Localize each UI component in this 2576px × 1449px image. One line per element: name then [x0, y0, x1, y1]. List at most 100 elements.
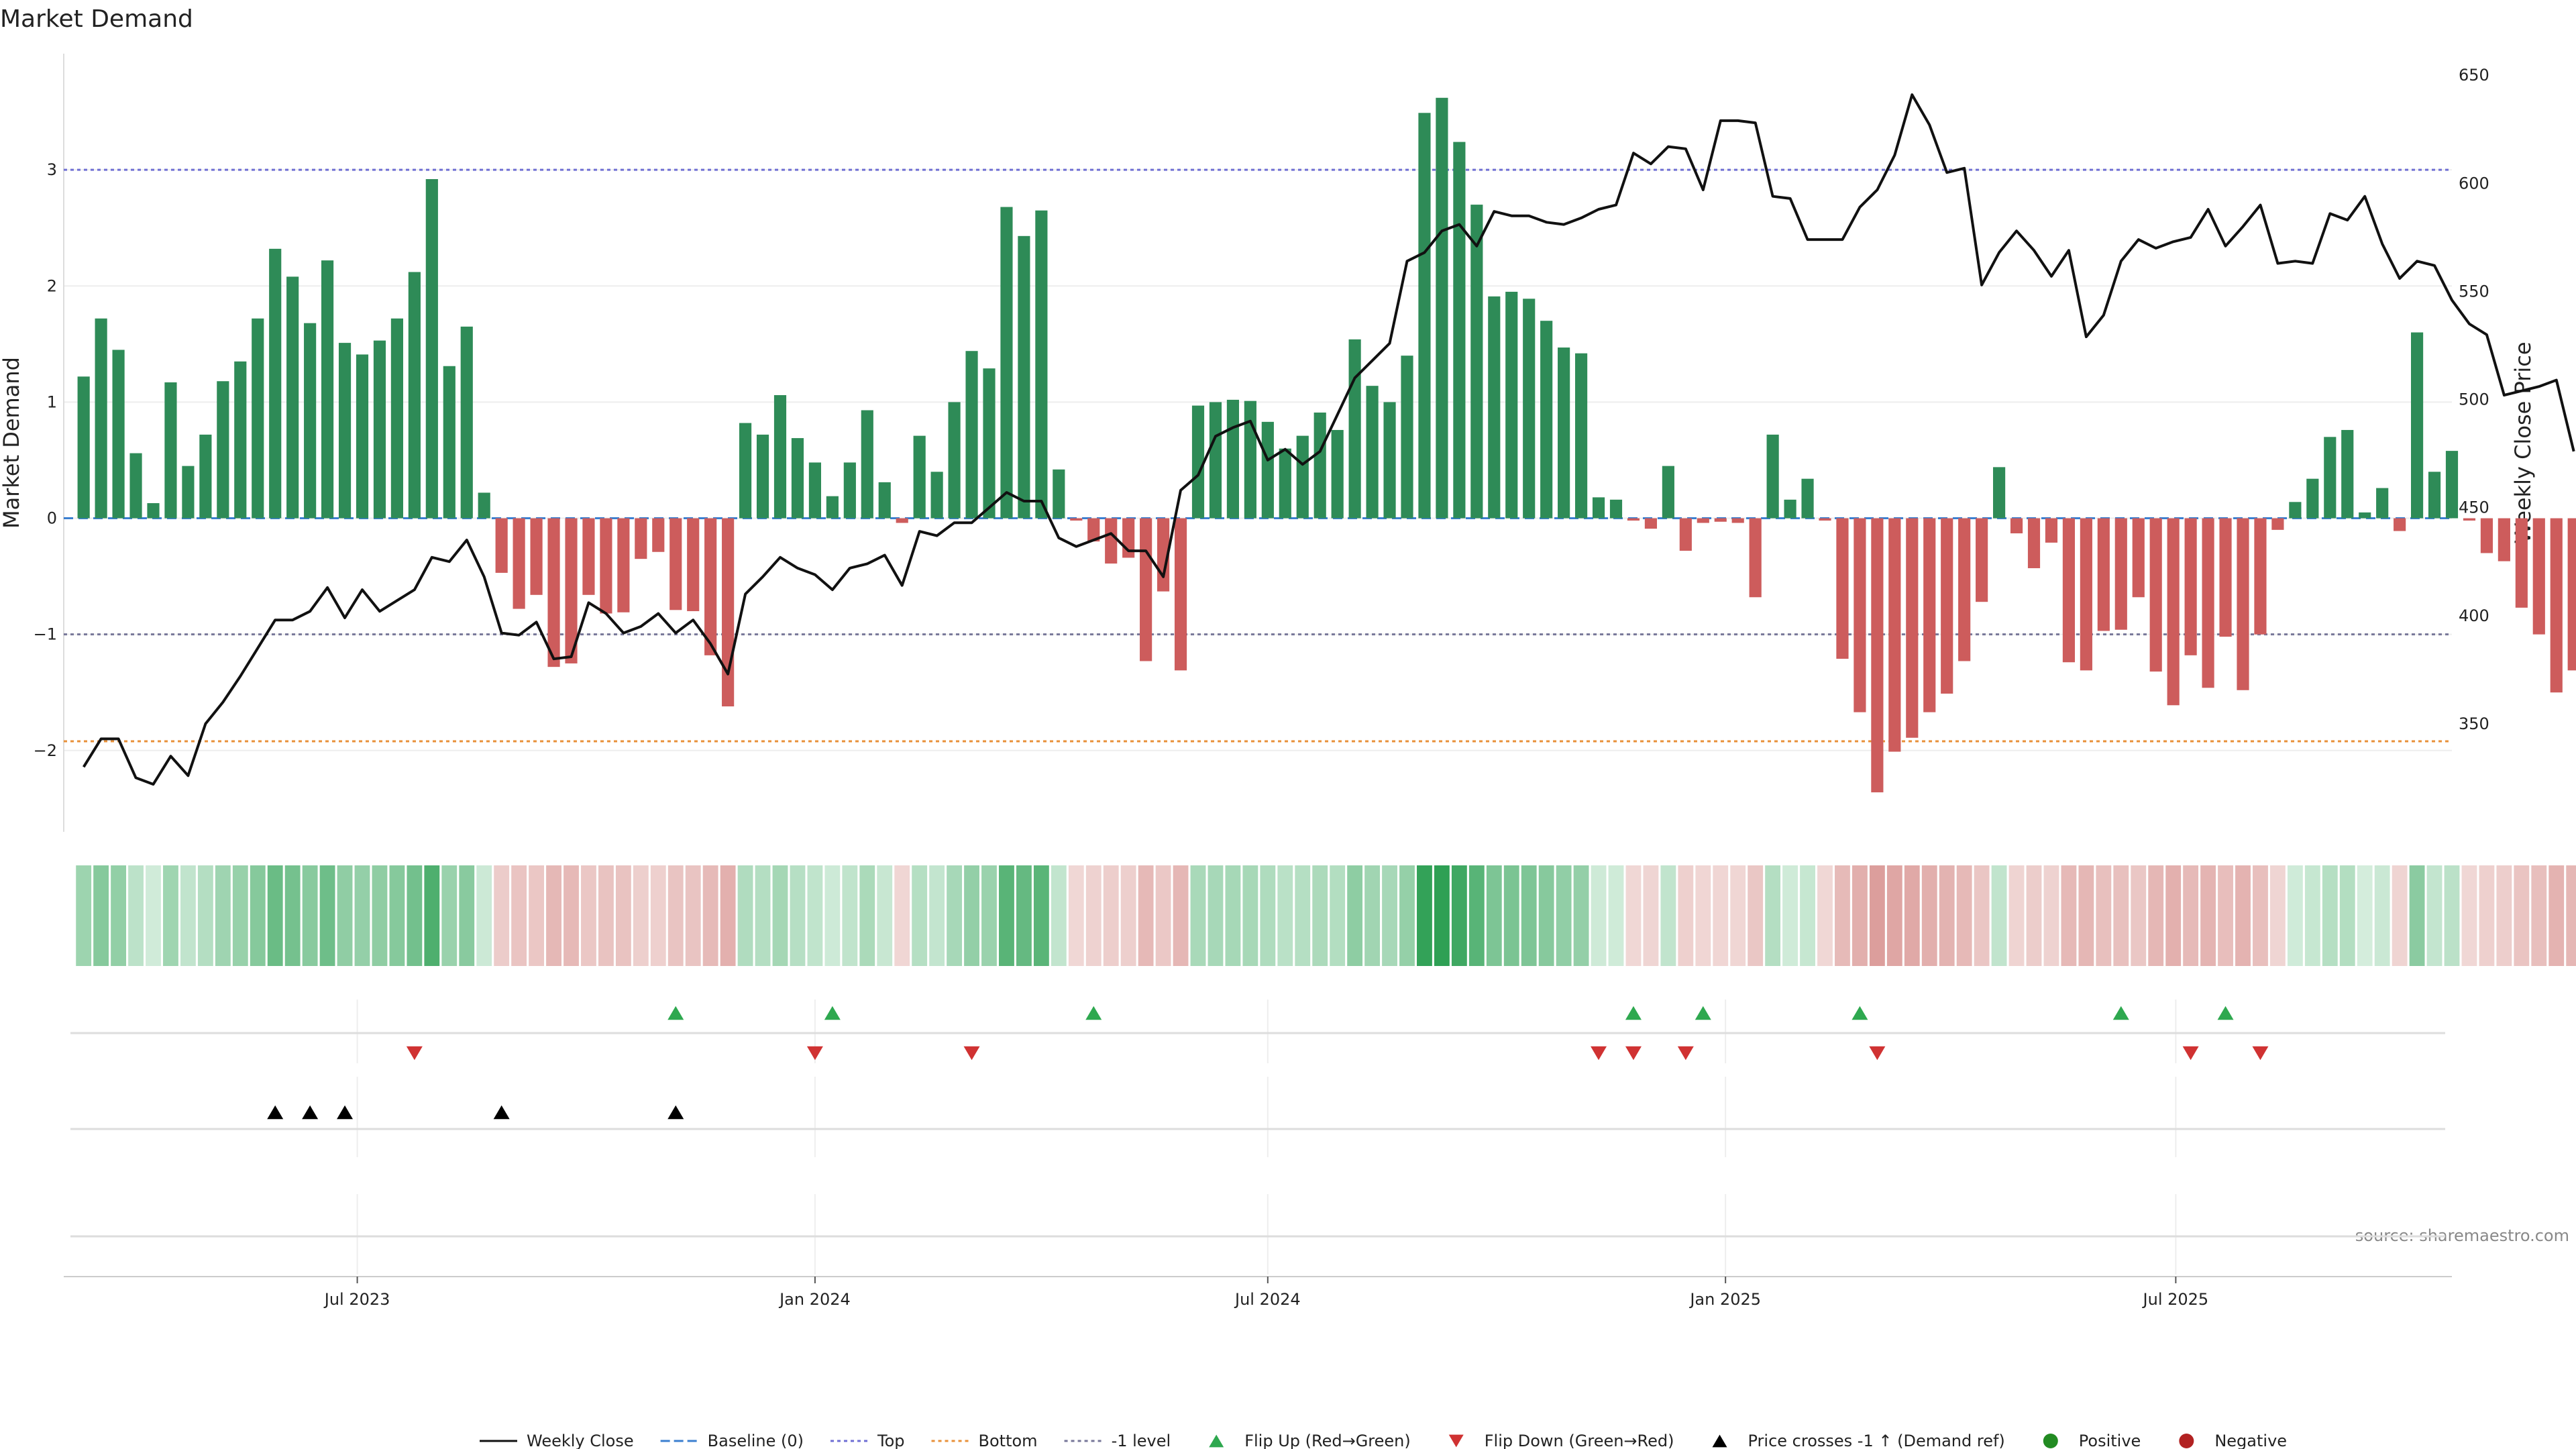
heat-cell — [1556, 865, 1572, 966]
flip-up-marker — [2112, 1006, 2129, 1020]
demand-bar — [1714, 518, 1727, 522]
heat-cell — [1521, 865, 1537, 966]
demand-bar — [2550, 518, 2563, 693]
y2-tick-label: 650 — [2459, 66, 2489, 85]
demand-bar — [1784, 499, 1796, 519]
demand-bar — [338, 343, 352, 519]
demand-bar — [1801, 478, 1814, 519]
demand-bar — [1418, 113, 1431, 519]
demand-bar — [1348, 339, 1361, 519]
heat-cell — [1782, 865, 1799, 966]
heat-cell — [93, 865, 109, 966]
flip-up-marker — [1085, 1006, 1102, 1020]
heat-cell — [877, 865, 893, 966]
demand-bar — [2254, 518, 2267, 635]
legend-label: Positive — [2079, 1432, 2141, 1449]
heat-cell — [1016, 865, 1032, 966]
demand-bar — [304, 323, 317, 519]
heat-cell — [2444, 865, 2460, 966]
heat-cell — [2304, 865, 2320, 966]
heat-cell — [772, 865, 788, 966]
demand-bar — [95, 318, 107, 519]
heat-cell — [1538, 865, 1554, 966]
demand-bar — [669, 518, 682, 610]
demand-bar — [1000, 207, 1013, 519]
price-cross-marker — [267, 1105, 284, 1120]
heat-cell — [389, 865, 405, 966]
heat-cell — [1225, 865, 1241, 966]
demand-bar — [878, 482, 891, 519]
heat-cell — [476, 865, 492, 966]
demand-bar — [1383, 402, 1396, 519]
demand-bar — [425, 178, 438, 519]
heat-cell — [1155, 865, 1171, 966]
demand-bar — [2202, 518, 2214, 688]
demand-bar — [1453, 142, 1466, 519]
demand-bar — [791, 438, 804, 519]
heat-cell — [1748, 865, 1764, 966]
demand-bar — [1470, 205, 1483, 519]
heat-cell — [2461, 865, 2477, 966]
heat-cell — [1173, 865, 1189, 966]
demand-bar — [1261, 421, 1274, 519]
demand-bar — [1140, 518, 1152, 661]
weekly-close-polyline — [82, 93, 2575, 786]
weekly-close-line — [82, 93, 2575, 786]
demand-bar — [1488, 296, 1501, 519]
heat-cell — [1956, 865, 1972, 966]
demand-bar — [2271, 518, 2284, 530]
reference-lines — [64, 168, 2452, 743]
legend-label: Flip Down (Green→Red) — [1485, 1432, 1674, 1449]
demand-bar — [1523, 299, 1536, 519]
demand-bar — [2445, 451, 2459, 519]
demand-bar — [1627, 518, 1640, 521]
demand-bar — [1592, 497, 1605, 519]
demand-bar — [356, 354, 369, 519]
demand-bar — [600, 518, 612, 614]
demand-bar — [1018, 235, 1030, 519]
heat-cell — [494, 865, 510, 966]
heat-cell — [2392, 865, 2408, 966]
heat-cell — [2061, 865, 2077, 966]
demand-bar — [739, 423, 752, 519]
heat-cell — [702, 865, 718, 966]
heat-cell — [2496, 865, 2512, 966]
heat-cell — [2287, 865, 2303, 966]
demand-bar — [1836, 518, 1849, 659]
heat-cell — [755, 865, 771, 966]
demand-bar — [1087, 518, 1100, 542]
heat-cell — [2514, 865, 2530, 966]
y2-tick-label: 500 — [2459, 390, 2489, 409]
heat-cell — [250, 865, 266, 966]
heat-cell — [1033, 865, 1049, 966]
price-cross-marker — [337, 1105, 354, 1120]
heat-cell — [2131, 865, 2147, 966]
heat-cell — [1120, 865, 1136, 966]
legend-label: Bottom — [979, 1432, 1038, 1449]
heat-cell — [1765, 865, 1781, 966]
y2-axis-label: Weekly Close Price — [2510, 341, 2536, 543]
demand-bar — [861, 410, 873, 519]
demand-bar — [1070, 518, 1083, 521]
demand-bar — [1191, 405, 1205, 519]
heat-cell — [720, 865, 736, 966]
flip-up-marker — [1695, 1006, 1711, 1020]
heat-cell — [2096, 865, 2112, 966]
demand-bar — [2324, 437, 2337, 519]
heat-cell — [842, 865, 858, 966]
demand-bar — [2480, 518, 2493, 553]
y-tick-label: 0 — [47, 509, 57, 528]
heat-cell — [824, 865, 841, 966]
demand-bar — [199, 434, 212, 519]
demand-bar — [164, 382, 177, 519]
heat-cell — [1330, 865, 1346, 966]
demand-bar — [513, 518, 525, 609]
demand-heat-strip — [76, 865, 2576, 966]
demand-bar — [547, 518, 560, 667]
demand-bar — [756, 434, 769, 519]
heat-cell — [1190, 865, 1206, 966]
demand-bar — [1976, 518, 1988, 602]
demand-bar — [617, 518, 630, 612]
demand-bar — [1401, 356, 1413, 519]
